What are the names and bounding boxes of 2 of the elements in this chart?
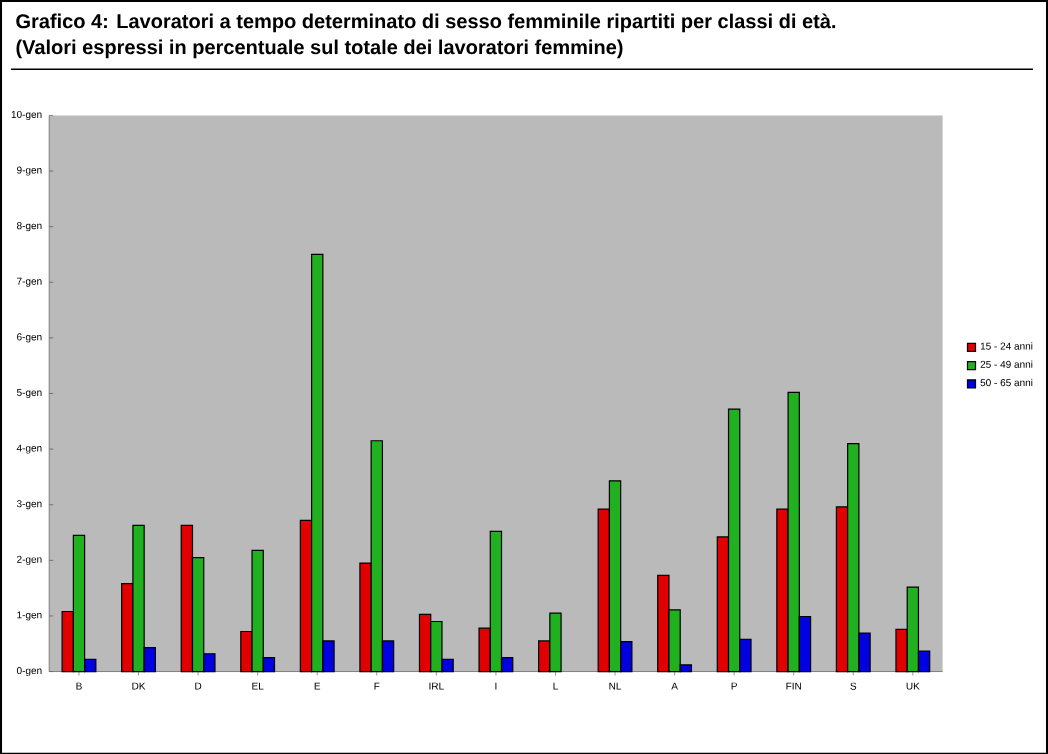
chart-title: Grafico 4: Lavoratori a tempo determinato di sesso femminile ripartiti per classi di età. bbox=[16, 13, 836, 32]
chart-subtitle: (Valori espressi in percentuale sul totale dei lavoratori femmine) bbox=[16, 39, 623, 58]
